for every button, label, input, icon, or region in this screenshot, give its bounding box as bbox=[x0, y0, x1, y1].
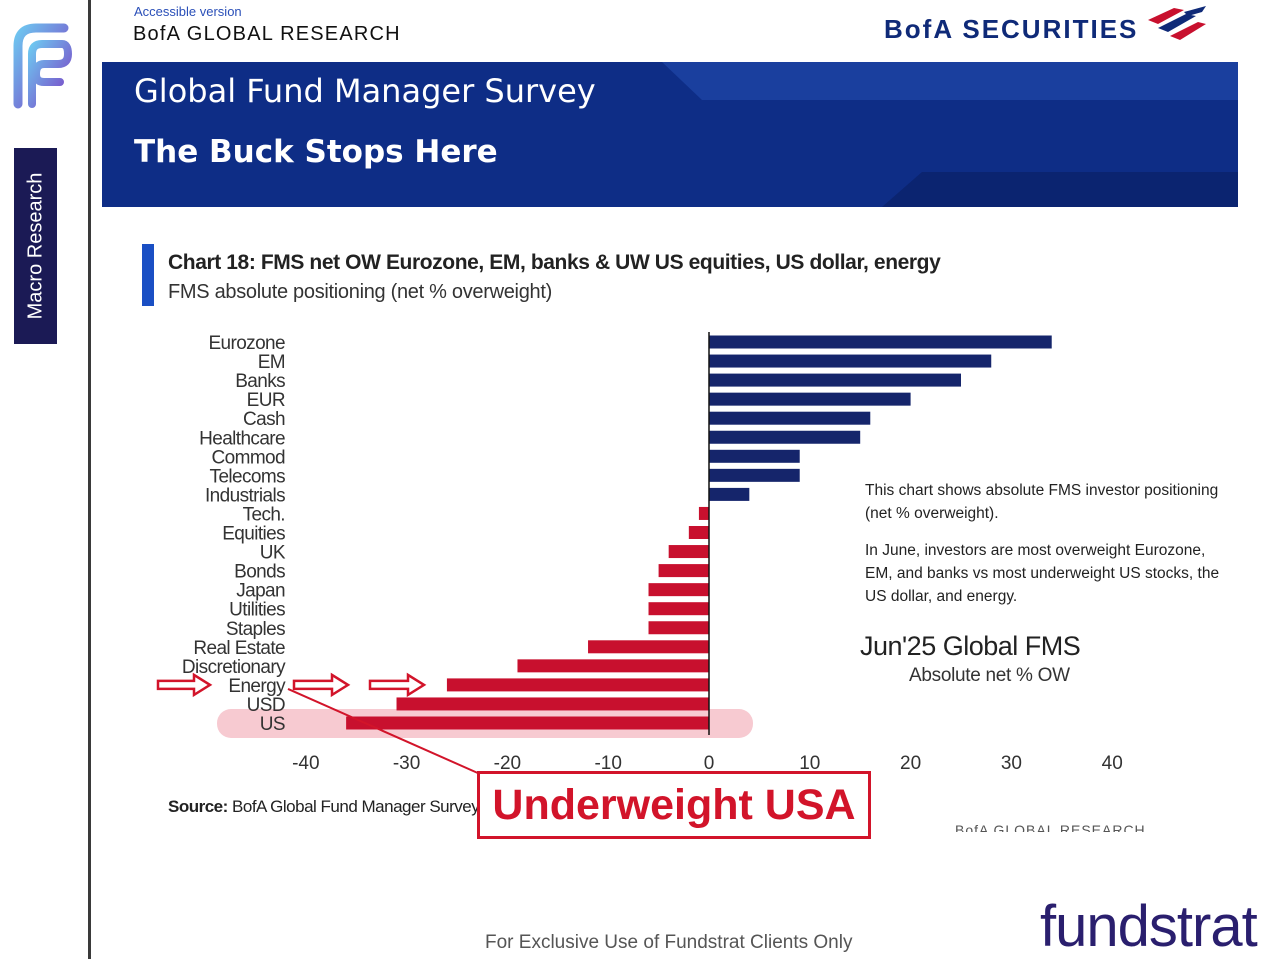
arrow-icon bbox=[368, 672, 427, 698]
chart-title: Chart 18: FMS net OW Eurozone, EM, banks… bbox=[168, 251, 941, 274]
underweight-usa-callout: Underweight USA bbox=[477, 771, 871, 839]
category-label: Cash bbox=[243, 409, 285, 430]
bar-real-estate bbox=[588, 640, 709, 654]
bar-cash bbox=[709, 411, 871, 425]
x-tick-label: 20 bbox=[900, 753, 921, 774]
x-tick-label: 40 bbox=[1102, 753, 1123, 774]
category-label: USD bbox=[247, 695, 285, 716]
bar-tech- bbox=[698, 506, 709, 520]
x-tick-label: 30 bbox=[1001, 753, 1022, 774]
bar-em bbox=[709, 354, 992, 368]
bar-usd bbox=[396, 697, 709, 711]
category-label: Bonds bbox=[234, 562, 285, 583]
category-label: UK bbox=[260, 543, 286, 564]
x-tick-label: 0 bbox=[704, 753, 715, 774]
chart-subtitle: FMS absolute positioning (net % overweig… bbox=[168, 281, 552, 303]
macro-research-tab: Macro Research bbox=[14, 148, 57, 344]
bar-bonds bbox=[658, 564, 709, 578]
category-label: Banks bbox=[235, 371, 285, 392]
bar-industrials bbox=[709, 487, 750, 501]
bar-healthcare bbox=[709, 430, 861, 444]
x-tick-label: 10 bbox=[799, 753, 820, 774]
x-tick-label: -10 bbox=[594, 753, 621, 774]
source-label: Source: bbox=[168, 797, 228, 816]
bofa-flag-icon bbox=[1148, 6, 1206, 40]
arrow-icon bbox=[292, 672, 351, 698]
category-label: Staples bbox=[226, 619, 285, 640]
bar-japan bbox=[648, 583, 709, 597]
banner-title: The Buck Stops Here bbox=[134, 134, 498, 170]
bar-uk bbox=[668, 545, 709, 559]
chart-source: Source: BofA Global Fund Manager Survey bbox=[168, 797, 480, 817]
bar-telecoms bbox=[709, 468, 800, 482]
report-banner: Global Fund Manager Survey The Buck Stop… bbox=[102, 62, 1238, 207]
chart-annotation: This chart shows absolute FMS investor p… bbox=[865, 479, 1235, 622]
fms-label: Jun'25 Global FMS bbox=[860, 631, 1081, 661]
category-label: Discretionary bbox=[182, 657, 286, 678]
category-label: Telecoms bbox=[210, 466, 286, 487]
banner-subtitle: Global Fund Manager Survey bbox=[134, 72, 596, 110]
category-label: Real Estate bbox=[193, 638, 285, 659]
category-label: Equities bbox=[222, 524, 285, 545]
bar-banks bbox=[709, 373, 961, 387]
bofa-global-research-brand: BofA GLOBAL RESEARCH bbox=[133, 23, 401, 45]
category-label: Tech. bbox=[243, 504, 285, 525]
bar-equities bbox=[688, 526, 709, 539]
annotation-line-2: In June, investors are most overweight E… bbox=[865, 542, 1220, 605]
bofa-securities-brand: BofA SECURITIES bbox=[884, 14, 1139, 44]
chart-accent-bar bbox=[142, 244, 154, 306]
callout-pointer-line bbox=[287, 687, 481, 775]
source-text: BofA Global Fund Manager Survey bbox=[232, 797, 480, 816]
category-label: Energy bbox=[228, 676, 286, 697]
category-label: Commod bbox=[212, 447, 286, 468]
category-label: EM bbox=[258, 352, 285, 373]
category-label: Eurozone bbox=[208, 333, 285, 354]
category-label: US bbox=[260, 714, 285, 735]
bofa-faded-brand: BofA GLOBAL RESEARCH bbox=[955, 822, 1146, 832]
bar-eurozone bbox=[709, 335, 1052, 349]
x-tick-label: -20 bbox=[494, 753, 521, 774]
category-label: Industrials bbox=[205, 485, 285, 506]
footer-disclaimer: For Exclusive Use of Fundstrat Clients O… bbox=[485, 932, 853, 953]
category-label: Japan bbox=[236, 581, 285, 602]
bar-staples bbox=[648, 621, 709, 635]
banner-decoration bbox=[102, 62, 1238, 207]
x-tick-label: -30 bbox=[393, 753, 420, 774]
arrow-icon bbox=[156, 672, 213, 698]
bar-utilities bbox=[648, 602, 709, 616]
rail-divider bbox=[88, 0, 91, 959]
accessible-version-link[interactable]: Accessible version bbox=[134, 4, 242, 19]
fundstrat-logo-icon bbox=[13, 23, 72, 109]
bar-eur bbox=[709, 392, 911, 406]
x-tick-label: -40 bbox=[292, 753, 319, 774]
category-label: Utilities bbox=[229, 600, 285, 621]
bar-energy bbox=[446, 678, 709, 692]
bar-discretionary bbox=[517, 659, 709, 673]
left-rail: Macro Research bbox=[0, 0, 92, 959]
bar-us bbox=[346, 716, 709, 730]
fundstrat-brand: fundstrat bbox=[1040, 894, 1258, 959]
category-label: EUR bbox=[247, 390, 285, 411]
category-label: Healthcare bbox=[199, 428, 285, 449]
annotation-line-1: This chart shows absolute FMS investor p… bbox=[865, 482, 1219, 522]
fms-sublabel: Absolute net % OW bbox=[909, 665, 1070, 686]
callout-text: Underweight USA bbox=[492, 781, 856, 829]
bar-commod bbox=[709, 449, 800, 463]
